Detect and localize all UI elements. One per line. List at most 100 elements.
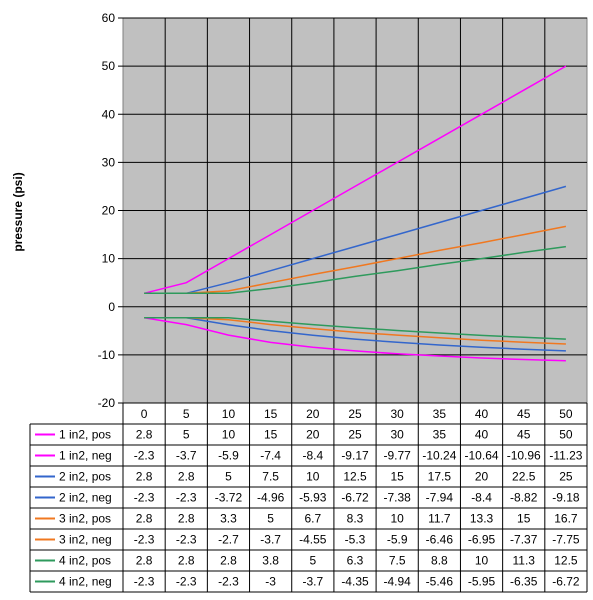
series-line-6 [144, 317, 566, 345]
table-cell: 2.8 [220, 554, 237, 568]
y-tick-label: 60 [102, 11, 116, 25]
table-cell: -3.7 [260, 533, 281, 547]
table-cell: 25 [559, 470, 573, 484]
table-cell: 7.5 [262, 470, 279, 484]
series-line-2 [143, 317, 566, 362]
legend-entry: 2 in2, pos [59, 470, 111, 484]
table-cell: -7.94 [426, 491, 454, 505]
table-cell: -5.9 [218, 449, 239, 463]
table-cell: -5.9 [387, 533, 408, 547]
table-cell: -2.3 [134, 491, 155, 505]
table-cell: 2.8 [178, 554, 195, 568]
table-cell: -2.3 [134, 449, 155, 463]
table-cell: 8.3 [347, 512, 364, 526]
legend-entry: 4 in2, neg [59, 575, 112, 589]
table-cell: 15 [517, 512, 531, 526]
y-tick-label: 0 [108, 300, 115, 314]
legend-entry: 1 in2, neg [59, 449, 112, 463]
table-cell: -6.35 [510, 575, 538, 589]
series-line-7 [144, 245, 567, 295]
table-cell: -4.94 [384, 575, 412, 589]
table-cell: -2.3 [176, 575, 197, 589]
table-cell: -6.72 [341, 491, 369, 505]
legend-entry: 4 in2, pos [59, 554, 111, 568]
table-cell: 15 [264, 428, 278, 442]
y-tick-label: 30 [102, 155, 116, 169]
table-cell: -7.4 [260, 449, 281, 463]
table-cell: 10 [391, 512, 405, 526]
table-cell: -9.17 [341, 449, 369, 463]
legend-entry: 2 in2, neg [59, 491, 112, 505]
table-cell: 40 [475, 428, 489, 442]
table-cell: 2.8 [178, 512, 195, 526]
table-cell: -9.18 [552, 491, 580, 505]
table-cell: 30 [391, 428, 405, 442]
series-line-3 [144, 185, 567, 295]
table-cell: -3.72 [215, 491, 243, 505]
table-cell: 12.5 [554, 554, 578, 568]
table-cell: 11.7 [428, 512, 451, 526]
table-cell: 3.8 [262, 554, 279, 568]
table-cell: -10.64 [465, 449, 499, 463]
table-cell: 35 [433, 428, 447, 442]
table-cell: 20 [306, 428, 320, 442]
table-cell: 5 [225, 470, 232, 484]
table-cell: 12.5 [343, 470, 367, 484]
series-line-8 [144, 317, 566, 340]
table-cell: 22.5 [512, 470, 536, 484]
table-cell: -2.3 [176, 533, 197, 547]
table-cell: 10 [222, 428, 236, 442]
table-cell: 5 [309, 554, 316, 568]
legend-entry: 1 in2, pos [59, 428, 111, 442]
table-cell: 15 [391, 470, 405, 484]
table-cell: 2.8 [136, 554, 153, 568]
table-cell: -5.3 [345, 533, 366, 547]
table-cell: -10.24 [422, 449, 456, 463]
table-cell: 10 [475, 554, 489, 568]
table-cell: 17.5 [428, 470, 452, 484]
x-category-label: 5 [183, 407, 190, 421]
x-category-label: 45 [517, 407, 531, 421]
table-cell: -6.72 [552, 575, 580, 589]
series-line-4 [144, 317, 566, 352]
table-cell: 50 [559, 428, 573, 442]
y-tick-label: -20 [98, 396, 116, 410]
table-cell: -8.82 [510, 491, 538, 505]
table-cell: -4.35 [341, 575, 369, 589]
table-cell: -4.96 [257, 491, 285, 505]
x-category-label: 0 [141, 407, 148, 421]
table-cell: -7.38 [384, 491, 412, 505]
table-cell: 7.5 [389, 554, 406, 568]
table-cell: 5 [183, 428, 190, 442]
table-cell: 6.3 [347, 554, 364, 568]
table-cell: -5.95 [468, 575, 496, 589]
table-cell: 11.3 [512, 554, 535, 568]
table-cell: 10 [306, 470, 320, 484]
y-tick-label: 10 [102, 252, 116, 266]
table-cell: 2.8 [136, 470, 153, 484]
x-category-label: 30 [391, 407, 405, 421]
y-tick-label: 40 [102, 107, 116, 121]
x-category-label: 15 [264, 407, 278, 421]
table-cell: -9.77 [384, 449, 412, 463]
table-cell: -8.4 [471, 491, 492, 505]
table-cell: -2.3 [134, 575, 155, 589]
y-axis-label: pressure (psi) [11, 172, 25, 251]
table-cell: -2.3 [134, 533, 155, 547]
x-category-label: 10 [222, 407, 236, 421]
table-cell: 8.8 [431, 554, 448, 568]
y-tick-label: 20 [102, 204, 116, 218]
x-category-label: 35 [433, 407, 447, 421]
table-cell: -7.37 [510, 533, 538, 547]
table-cell: -2.3 [176, 491, 197, 505]
table-cell: 45 [517, 428, 531, 442]
table-cell: -6.95 [468, 533, 496, 547]
table-cell: -3.7 [302, 575, 323, 589]
table-cell: 13.3 [470, 512, 494, 526]
x-category-label: 20 [306, 407, 320, 421]
series-line-1 [143, 65, 567, 295]
x-category-label: 50 [559, 407, 573, 421]
table-cell: -8.4 [302, 449, 323, 463]
table-cell: 6.7 [304, 512, 321, 526]
table-cell: 3.3 [220, 512, 237, 526]
